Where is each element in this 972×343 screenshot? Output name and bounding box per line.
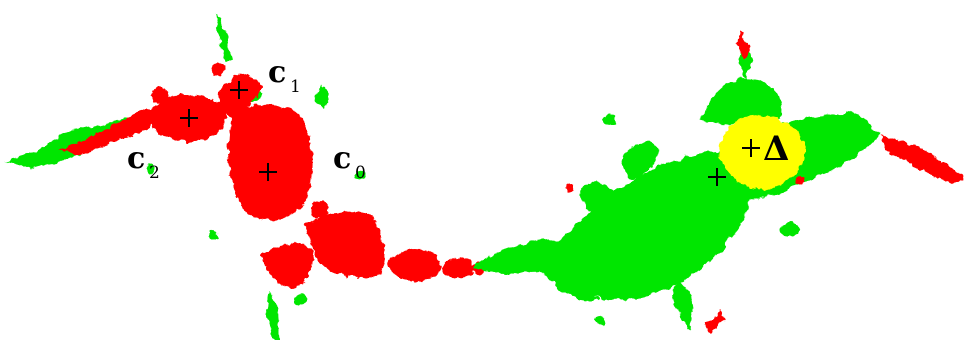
label-c0: c 0 [333,141,366,183]
svg-text:c: c [333,141,351,176]
marker-c0 [259,163,277,181]
right-red-filaments [566,30,965,335]
marker-green-center [708,168,726,186]
label-c1: c 1 [268,55,301,97]
svg-text:c: c [268,55,286,90]
marker-c1 [230,81,248,99]
left-red-basin [60,63,484,288]
right-green-region [475,40,880,330]
marker-c2 [180,109,198,127]
svg-text:2: 2 [149,163,160,183]
label-delta: Δ [763,129,789,169]
svg-text:0: 0 [355,163,366,183]
svg-text:1: 1 [290,77,301,97]
label-c2: c 2 [127,141,160,183]
svg-text:c: c [127,141,145,176]
marker-delta [742,139,760,157]
yellow-region [718,115,806,190]
